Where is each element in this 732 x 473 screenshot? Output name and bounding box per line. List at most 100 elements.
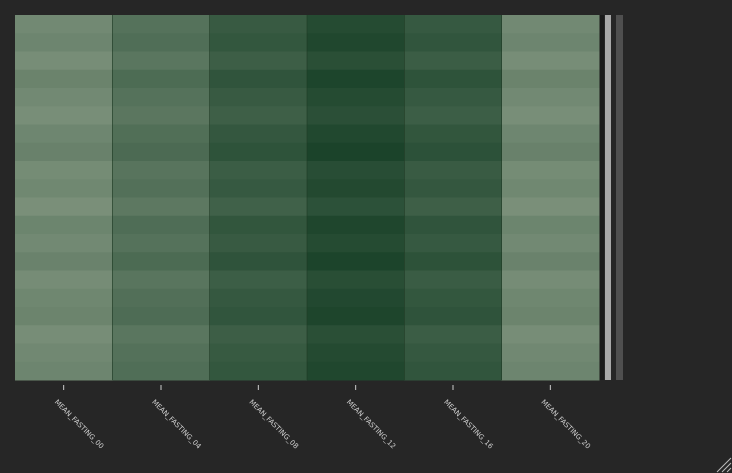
heatmap-cell — [15, 307, 113, 326]
heatmap-cell — [307, 69, 405, 89]
heatmap-cell — [15, 106, 113, 125]
heatmap-cell — [209, 307, 308, 326]
heatmap-cell — [209, 179, 308, 198]
heatmap-cell — [112, 325, 211, 344]
heatmap-cell — [501, 197, 600, 217]
heatmap-cell — [15, 197, 113, 217]
heatmap-cell — [209, 106, 308, 125]
heatmap-cell — [404, 252, 503, 271]
heatmap-cell — [307, 106, 405, 125]
heatmap-cell — [209, 234, 308, 253]
heatmap-cell — [307, 124, 405, 144]
heatmap-cell — [15, 343, 113, 363]
heatmap-cell — [15, 252, 113, 271]
heatmap-cell — [404, 215, 503, 235]
heatmap-cell — [15, 325, 113, 344]
heatmap-cell — [501, 252, 600, 271]
heatmap-cell — [15, 270, 113, 290]
heatmap-cell — [112, 307, 211, 326]
heatmap-cell — [404, 88, 503, 107]
heatmap-cell — [501, 215, 600, 235]
heatmap-cell — [307, 234, 405, 253]
heatmap-cell — [404, 33, 503, 52]
heatmap-cell — [501, 106, 600, 125]
heatmap-cell — [307, 215, 405, 235]
resize-grip[interactable] — [716, 457, 732, 473]
heatmap-cell — [112, 252, 211, 271]
side-strip — [599, 15, 604, 380]
heatmap-cell — [209, 343, 308, 363]
heatmap-cell — [209, 33, 308, 52]
heatmap-cell — [404, 234, 503, 253]
heatmap-cell — [404, 15, 503, 34]
heatmap-cell — [112, 124, 211, 144]
heatmap-cell — [501, 161, 600, 180]
heatmap-cell — [307, 179, 405, 198]
heatmap-cell — [209, 142, 308, 162]
heatmap-cell — [404, 361, 503, 381]
heatmap-cell — [209, 69, 308, 89]
heatmap-cell — [15, 15, 113, 34]
heatmap-cell — [404, 124, 503, 144]
heatmap-cell — [307, 88, 405, 107]
heatmap-cell — [15, 361, 113, 381]
heatmap-cell — [501, 88, 600, 107]
heatmap-cell — [209, 361, 308, 381]
heatmap-cell — [15, 215, 113, 235]
heatmap-cell — [112, 361, 211, 381]
heatmap-cell — [404, 106, 503, 125]
heatmap-cell — [501, 51, 600, 71]
heatmap-cell — [307, 33, 405, 52]
heatmap-cell — [501, 179, 600, 198]
heatmap-cell — [209, 161, 308, 180]
heatmap-cell — [307, 325, 405, 344]
heatmap-cell — [307, 197, 405, 217]
heatmap-cell — [404, 179, 503, 198]
heatmap-cell — [501, 325, 600, 344]
heatmap-cell — [404, 69, 503, 89]
heatmap-cell — [112, 343, 211, 363]
heatmap-cell — [112, 142, 211, 162]
heatmap-cell — [404, 161, 503, 180]
heatmap-cell — [112, 51, 211, 71]
heatmap-cell — [501, 33, 600, 52]
heatmap-cell — [501, 15, 600, 34]
heatmap-cell — [209, 215, 308, 235]
heatmap-cell — [209, 124, 308, 144]
heatmap-cell — [501, 288, 600, 308]
heatmap-cell — [15, 69, 113, 89]
heatmap-cell — [209, 325, 308, 344]
row-labels — [616, 15, 623, 380]
heatmap-cell — [15, 142, 113, 162]
heatmap-cell — [307, 288, 405, 308]
heatmap-cell — [15, 33, 113, 52]
heatmap-cell — [15, 234, 113, 253]
heatmap-cell — [307, 51, 405, 71]
heatmap-cell — [15, 124, 113, 144]
heatmap-cell — [501, 343, 600, 363]
heatmap-cell — [404, 51, 503, 71]
heatmap-cell — [307, 307, 405, 326]
heatmap-cell — [307, 252, 405, 271]
heatmap-cell — [404, 288, 503, 308]
row-dendrogram — [605, 15, 611, 380]
heatmap-cell — [404, 270, 503, 290]
heatmap-cell — [209, 252, 308, 271]
heatmap-cell — [501, 307, 600, 326]
heatmap-cell — [15, 161, 113, 180]
heatmap-cell — [501, 270, 600, 290]
heatmap-cell — [112, 15, 211, 34]
heatmap-cell — [501, 142, 600, 162]
heatmap-cell — [112, 161, 211, 180]
heatmap-cell — [307, 343, 405, 363]
heatmap-cell — [112, 270, 211, 290]
heatmap-cell — [209, 15, 308, 34]
heatmap-cell — [404, 325, 503, 344]
heatmap-cell — [404, 307, 503, 326]
heatmap-cell — [112, 197, 211, 217]
heatmap-cell — [15, 88, 113, 107]
heatmap-cell — [112, 33, 211, 52]
heatmap-cell — [307, 142, 405, 162]
heatmap-cell — [112, 88, 211, 107]
